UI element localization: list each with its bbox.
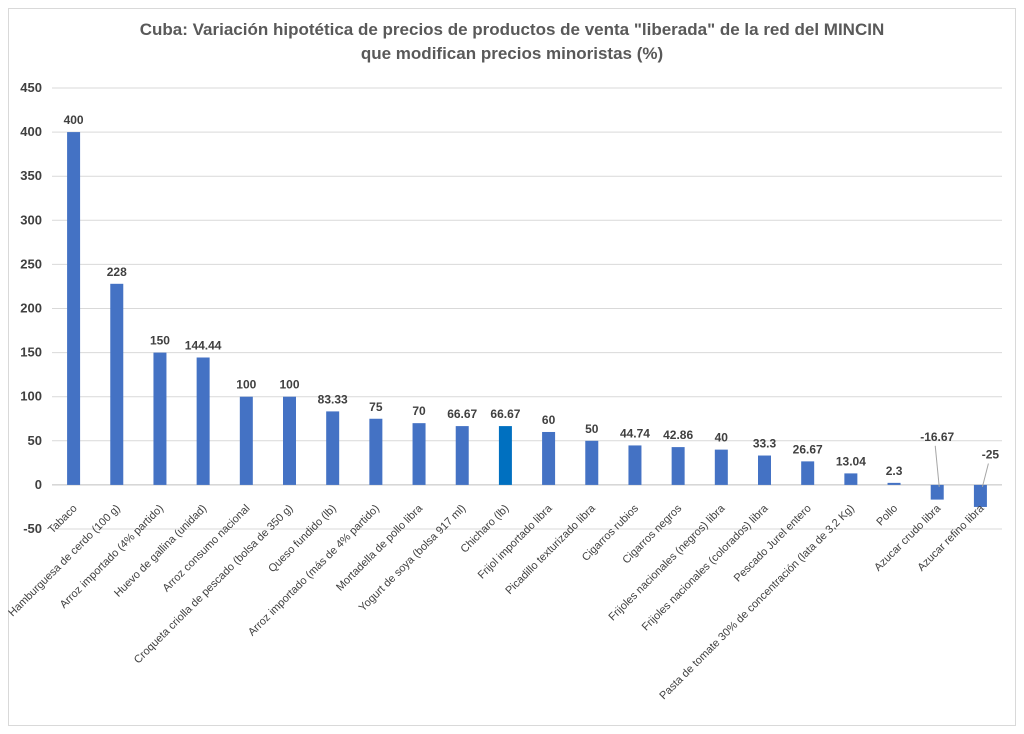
y-tick-label: 350 — [20, 168, 42, 183]
data-label: 44.74 — [620, 426, 650, 440]
category-label: Frijol importado libra — [476, 502, 556, 582]
data-label: 66.67 — [447, 407, 477, 421]
category-label: Pollo — [874, 503, 900, 529]
gridlines — [52, 87, 1002, 530]
bar — [455, 426, 469, 485]
bar — [239, 396, 253, 485]
data-label: 70 — [412, 404, 426, 418]
bar — [542, 431, 556, 485]
data-label: 400 — [64, 113, 84, 127]
data-labels: 400 228 150 144.44 100 100 83.33 75 70 66.67 66.67… — [64, 113, 1000, 488]
data-label: 228 — [107, 265, 127, 279]
y-tick-label: 100 — [20, 389, 42, 404]
data-label: 60 — [542, 413, 556, 427]
data-label: 13.04 — [836, 454, 866, 468]
chart-frame — [8, 8, 1016, 726]
y-tick-label: 400 — [20, 124, 42, 139]
chart-title: Cuba: Variación hipotética de precios de… — [8, 18, 1016, 66]
category-label: Pasta de tomate 30% de concentración (la… — [657, 503, 857, 703]
category-label: Tabaco — [46, 503, 80, 537]
bar — [283, 396, 296, 485]
bar — [153, 352, 167, 485]
data-label: 66.67 — [490, 407, 520, 421]
y-tick-label: 450 — [20, 80, 42, 95]
y-axis-tick-labels: -50 0 50 100 150 200 250 300 350 400 450 — [20, 80, 42, 536]
y-tick-label: 0 — [35, 477, 42, 492]
data-label: 144.44 — [185, 339, 222, 353]
chart-title-line-2: que modifican precios minoristas (%) — [360, 44, 664, 63]
bar — [887, 482, 901, 485]
data-label: 75 — [369, 400, 383, 414]
data-label: 33.3 — [753, 437, 777, 451]
bar — [714, 449, 728, 485]
bar — [628, 445, 642, 485]
bar — [498, 426, 512, 485]
data-label: -16.67 — [920, 430, 954, 444]
y-tick-label: 50 — [28, 433, 42, 448]
bar — [844, 473, 858, 485]
category-label: Pescado Jurel entero — [732, 503, 814, 585]
bar — [412, 423, 426, 485]
category-label: Arroz consumo nacional — [161, 503, 253, 595]
data-label: 150 — [150, 334, 170, 348]
data-label: -25 — [982, 447, 1000, 461]
data-label: 100 — [279, 378, 299, 392]
y-tick-label: 300 — [20, 212, 42, 227]
leader-line — [981, 463, 989, 488]
leader-line — [934, 445, 940, 487]
data-label: 40 — [715, 431, 729, 445]
y-tick-label: 150 — [20, 345, 42, 360]
y-tick-label: 200 — [20, 301, 42, 316]
bar — [67, 132, 81, 485]
chart-title-line-1: Cuba: Variación hipotética de precios de… — [139, 20, 885, 39]
y-tick-label: 250 — [20, 256, 42, 271]
data-label: 42.86 — [663, 428, 693, 442]
y-tick-label: -50 — [23, 521, 42, 536]
bar — [758, 455, 771, 485]
category-label: Mortadella de pollo libra — [334, 502, 426, 594]
bar — [973, 484, 987, 507]
bars — [67, 132, 987, 507]
bar — [801, 461, 815, 485]
bar — [369, 418, 383, 485]
bar — [671, 447, 685, 485]
data-label: 50 — [585, 422, 599, 436]
data-label: 26.67 — [793, 442, 823, 456]
bar — [585, 440, 599, 485]
data-label: 100 — [236, 378, 256, 392]
bar — [196, 357, 210, 485]
category-label: Croqueta criolla de pescado (bolsa de 35… — [132, 503, 296, 667]
data-label: 2.3 — [886, 464, 903, 478]
bar — [930, 484, 944, 500]
bar — [110, 283, 124, 485]
data-label: 83.33 — [318, 392, 348, 406]
bar — [326, 411, 340, 485]
